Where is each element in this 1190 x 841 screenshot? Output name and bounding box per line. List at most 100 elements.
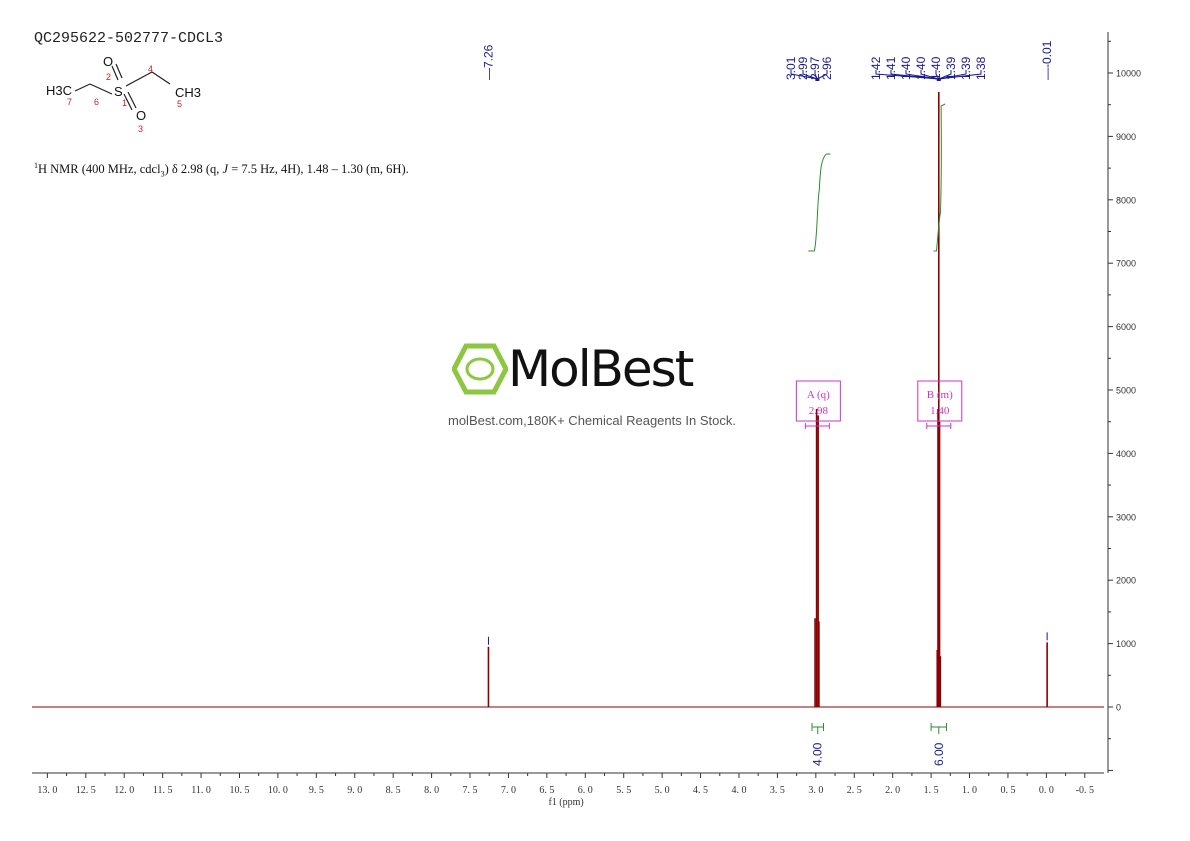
atom-ch3: CH3 [175, 85, 201, 100]
x-tick-label: 10. 5 [229, 785, 249, 796]
peak-shift-label: 1.41 [884, 56, 898, 80]
atom-o-bottom: O [136, 108, 146, 123]
y-tick-label: 2000 [1116, 576, 1136, 586]
peak-shift-label: —7.26 [481, 44, 495, 80]
watermark-name: MolBest [508, 340, 694, 398]
atom-s: S [114, 84, 123, 99]
integral-value: 4.00 [811, 742, 825, 766]
atom-number-6: 6 [94, 97, 99, 107]
x-tick-label: 7. 0 [501, 785, 516, 796]
multiplet-label: B (m) [927, 389, 953, 401]
peak-leader-line [875, 70, 939, 80]
atom-o-top: O [103, 54, 113, 69]
peak-leader-line [938, 70, 967, 80]
atom-number-2: 2 [106, 72, 111, 82]
peak-shift-label: 1.39 [944, 56, 958, 80]
peak-shift-label: 3.01 [784, 56, 798, 80]
y-tick-label: 9000 [1116, 132, 1136, 142]
peak-shift-label: 1.40 [929, 56, 943, 80]
peak-shift-label: 1.42 [869, 56, 883, 80]
peak-leader-marker [815, 78, 820, 81]
atom-number-1: 1 [122, 98, 127, 108]
y-tick-label: 4000 [1116, 449, 1136, 459]
multiplet-box [917, 380, 963, 422]
x-tick-label: 2. 0 [885, 785, 900, 796]
y-tick-label: 7000 [1116, 259, 1136, 269]
x-axis-title: f1 (ppm) [548, 797, 583, 808]
desc-subscript: 3 [160, 169, 165, 179]
multiplet-label: A (q) [807, 389, 830, 401]
y-tick-label: 1000 [1116, 639, 1136, 649]
y-tick-label: 10000 [1116, 69, 1141, 79]
atom-number-7: 7 [67, 97, 72, 107]
peak-leader-line [935, 70, 940, 80]
multiplet-shift: 2.98 [809, 405, 829, 417]
peak-shift-label: 2.97 [808, 56, 822, 80]
x-tick-label: 1. 5 [924, 785, 939, 796]
x-tick-label: 12. 0 [114, 785, 134, 796]
desc-part-3: = 7.5 Hz, 4H), 1.48 – 1.30 (m, 6H). [228, 162, 409, 177]
multiplet-shift: 1.40 [930, 405, 950, 417]
integral-curve [808, 153, 831, 252]
x-tick-label: 7. 5 [463, 785, 478, 796]
x-tick-label: 9. 5 [309, 785, 324, 796]
x-tick-label: 6. 5 [539, 785, 554, 796]
x-tick-label: 8. 5 [386, 785, 401, 796]
x-tick-label: 5. 5 [616, 785, 631, 796]
peak-shift-label: 1.38 [974, 56, 988, 80]
atom-number-5: 5 [177, 99, 182, 109]
peak-leader-line [817, 70, 828, 80]
integral-curve [933, 103, 946, 252]
x-tick-label: 13. 0 [37, 785, 57, 796]
peak-leader-line [905, 70, 939, 80]
peak-leader-marker [936, 78, 941, 81]
x-tick-label: 10. 0 [268, 785, 288, 796]
atom-number-3: 3 [138, 124, 143, 134]
x-tick-label: 0. 0 [1039, 785, 1054, 796]
x-tick-label: -0. 5 [1076, 785, 1094, 796]
x-tick-label: 0. 5 [1000, 785, 1015, 796]
atom-number-4: 4 [148, 64, 153, 74]
x-tick-label: 11. 5 [153, 785, 173, 796]
desc-part-1: H NMR (400 MHz, cdcl [38, 162, 161, 177]
x-tick-label: 1. 0 [962, 785, 977, 796]
x-tick-label: 3. 5 [770, 785, 785, 796]
watermark-logo-icon [452, 343, 508, 395]
x-tick-label: 8. 0 [424, 785, 439, 796]
peak-shift-label: 2.96 [820, 56, 834, 80]
y-tick-label: 8000 [1116, 195, 1136, 205]
coupling-symbol: J [222, 162, 229, 177]
x-tick-label: 11. 0 [191, 785, 211, 796]
atom-h3c: H3C [46, 83, 72, 98]
x-tick-label: 3. 0 [808, 785, 823, 796]
peak-shift-label: 1.40 [914, 56, 928, 80]
peak-leader-line [890, 70, 939, 80]
x-tick-label: 5. 0 [655, 785, 670, 796]
x-tick-label: 4. 5 [693, 785, 708, 796]
peak-leader-line [814, 70, 818, 80]
molecule-structure: H3C S O O CH3 7 6 2 1 3 4 5 [46, 54, 201, 134]
x-tick-label: 6. 0 [578, 785, 593, 796]
peak-shift-label: —-0.01 [1040, 40, 1054, 80]
x-tick-label: 2. 5 [847, 785, 862, 796]
watermark-tagline: molBest.com,180K+ Chemical Reagents In S… [448, 413, 736, 428]
integral-value: 6.00 [932, 742, 946, 766]
peak-shift-label: 1.39 [959, 56, 973, 80]
peak-leader-line [920, 70, 939, 80]
nucleus-superscript: 1 [34, 161, 38, 170]
y-tick-label: 3000 [1116, 512, 1136, 522]
x-tick-label: 12. 5 [76, 785, 96, 796]
y-tick-label: 0 [1116, 703, 1121, 713]
peak-leader-line [802, 70, 818, 80]
desc-part-2: ) δ 2.98 (q, [164, 162, 223, 177]
peak-leader-line [938, 70, 982, 80]
y-tick-label: 6000 [1116, 322, 1136, 332]
multiplet-box [795, 380, 841, 422]
sample-id: QC295622-502777-CDCL3 [34, 30, 224, 47]
nmr-description: 1H NMR (400 MHz, cdcl3) δ 2.98 (q, J = 7… [34, 161, 409, 179]
peak-leader-line [790, 70, 818, 80]
y-tick-label: 5000 [1116, 386, 1136, 396]
x-tick-label: 9. 0 [347, 785, 362, 796]
x-tick-label: 4. 0 [731, 785, 746, 796]
